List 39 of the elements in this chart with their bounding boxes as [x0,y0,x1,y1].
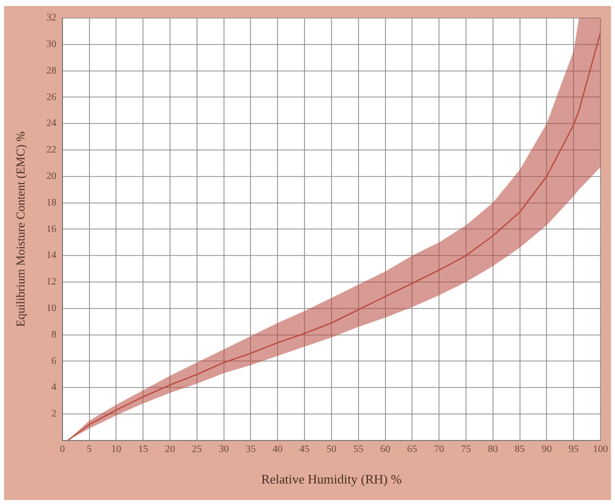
x-tick-label: 30 [218,444,229,456]
y-tick-label: 26 [46,92,56,103]
y-tick-label: 30 [46,39,56,50]
x-tick-label: 35 [246,444,256,456]
y-tick-label: 22 [46,144,56,156]
y-tick-label: 28 [46,65,56,76]
x-tick-label: 5 [86,444,92,456]
y-tick-label: 14 [46,250,56,262]
y-tick-label: 24 [46,118,56,130]
y-tick-label: 20 [46,171,56,182]
y-tick-label: 8 [51,329,56,340]
y-tick-label: 4 [51,382,56,394]
x-tick-label: 55 [353,444,364,456]
y-tick-label: 16 [46,224,56,235]
x-tick-label: 45 [300,444,310,456]
y-tick-label: 32 [46,12,56,24]
y-tick-label: 10 [46,303,56,314]
x-tick-label: 100 [593,444,608,456]
x-tick-label: 65 [407,444,418,456]
y-tick-label: 6 [51,356,56,367]
x-tick-label: 40 [272,444,283,456]
x-tick-label: 15 [138,444,148,456]
x-tick-label: 20 [165,444,176,456]
x-tick-label: 60 [380,444,390,456]
x-axis-title: Relative Humidity (RH) % [261,472,402,487]
y-tick-label: 2 [51,408,56,420]
x-tick-label: 85 [514,444,525,456]
x-tick-label: 10 [111,444,122,456]
x-tick-label: 50 [326,444,336,456]
x-tick-label: 90 [542,444,552,456]
x-tick-label: 25 [192,444,202,456]
x-tick-label: 95 [568,444,579,456]
x-tick-label: 70 [434,444,444,456]
y-axis-title: Equilibrium Moisture Content (EMC) % [13,132,28,327]
y-tick-label: 18 [46,197,56,208]
x-tick-label: 80 [488,444,498,456]
y-tick-label: 12 [46,276,56,288]
x-tick-label: 0 [60,444,65,456]
x-tick-label: 75 [460,444,471,456]
